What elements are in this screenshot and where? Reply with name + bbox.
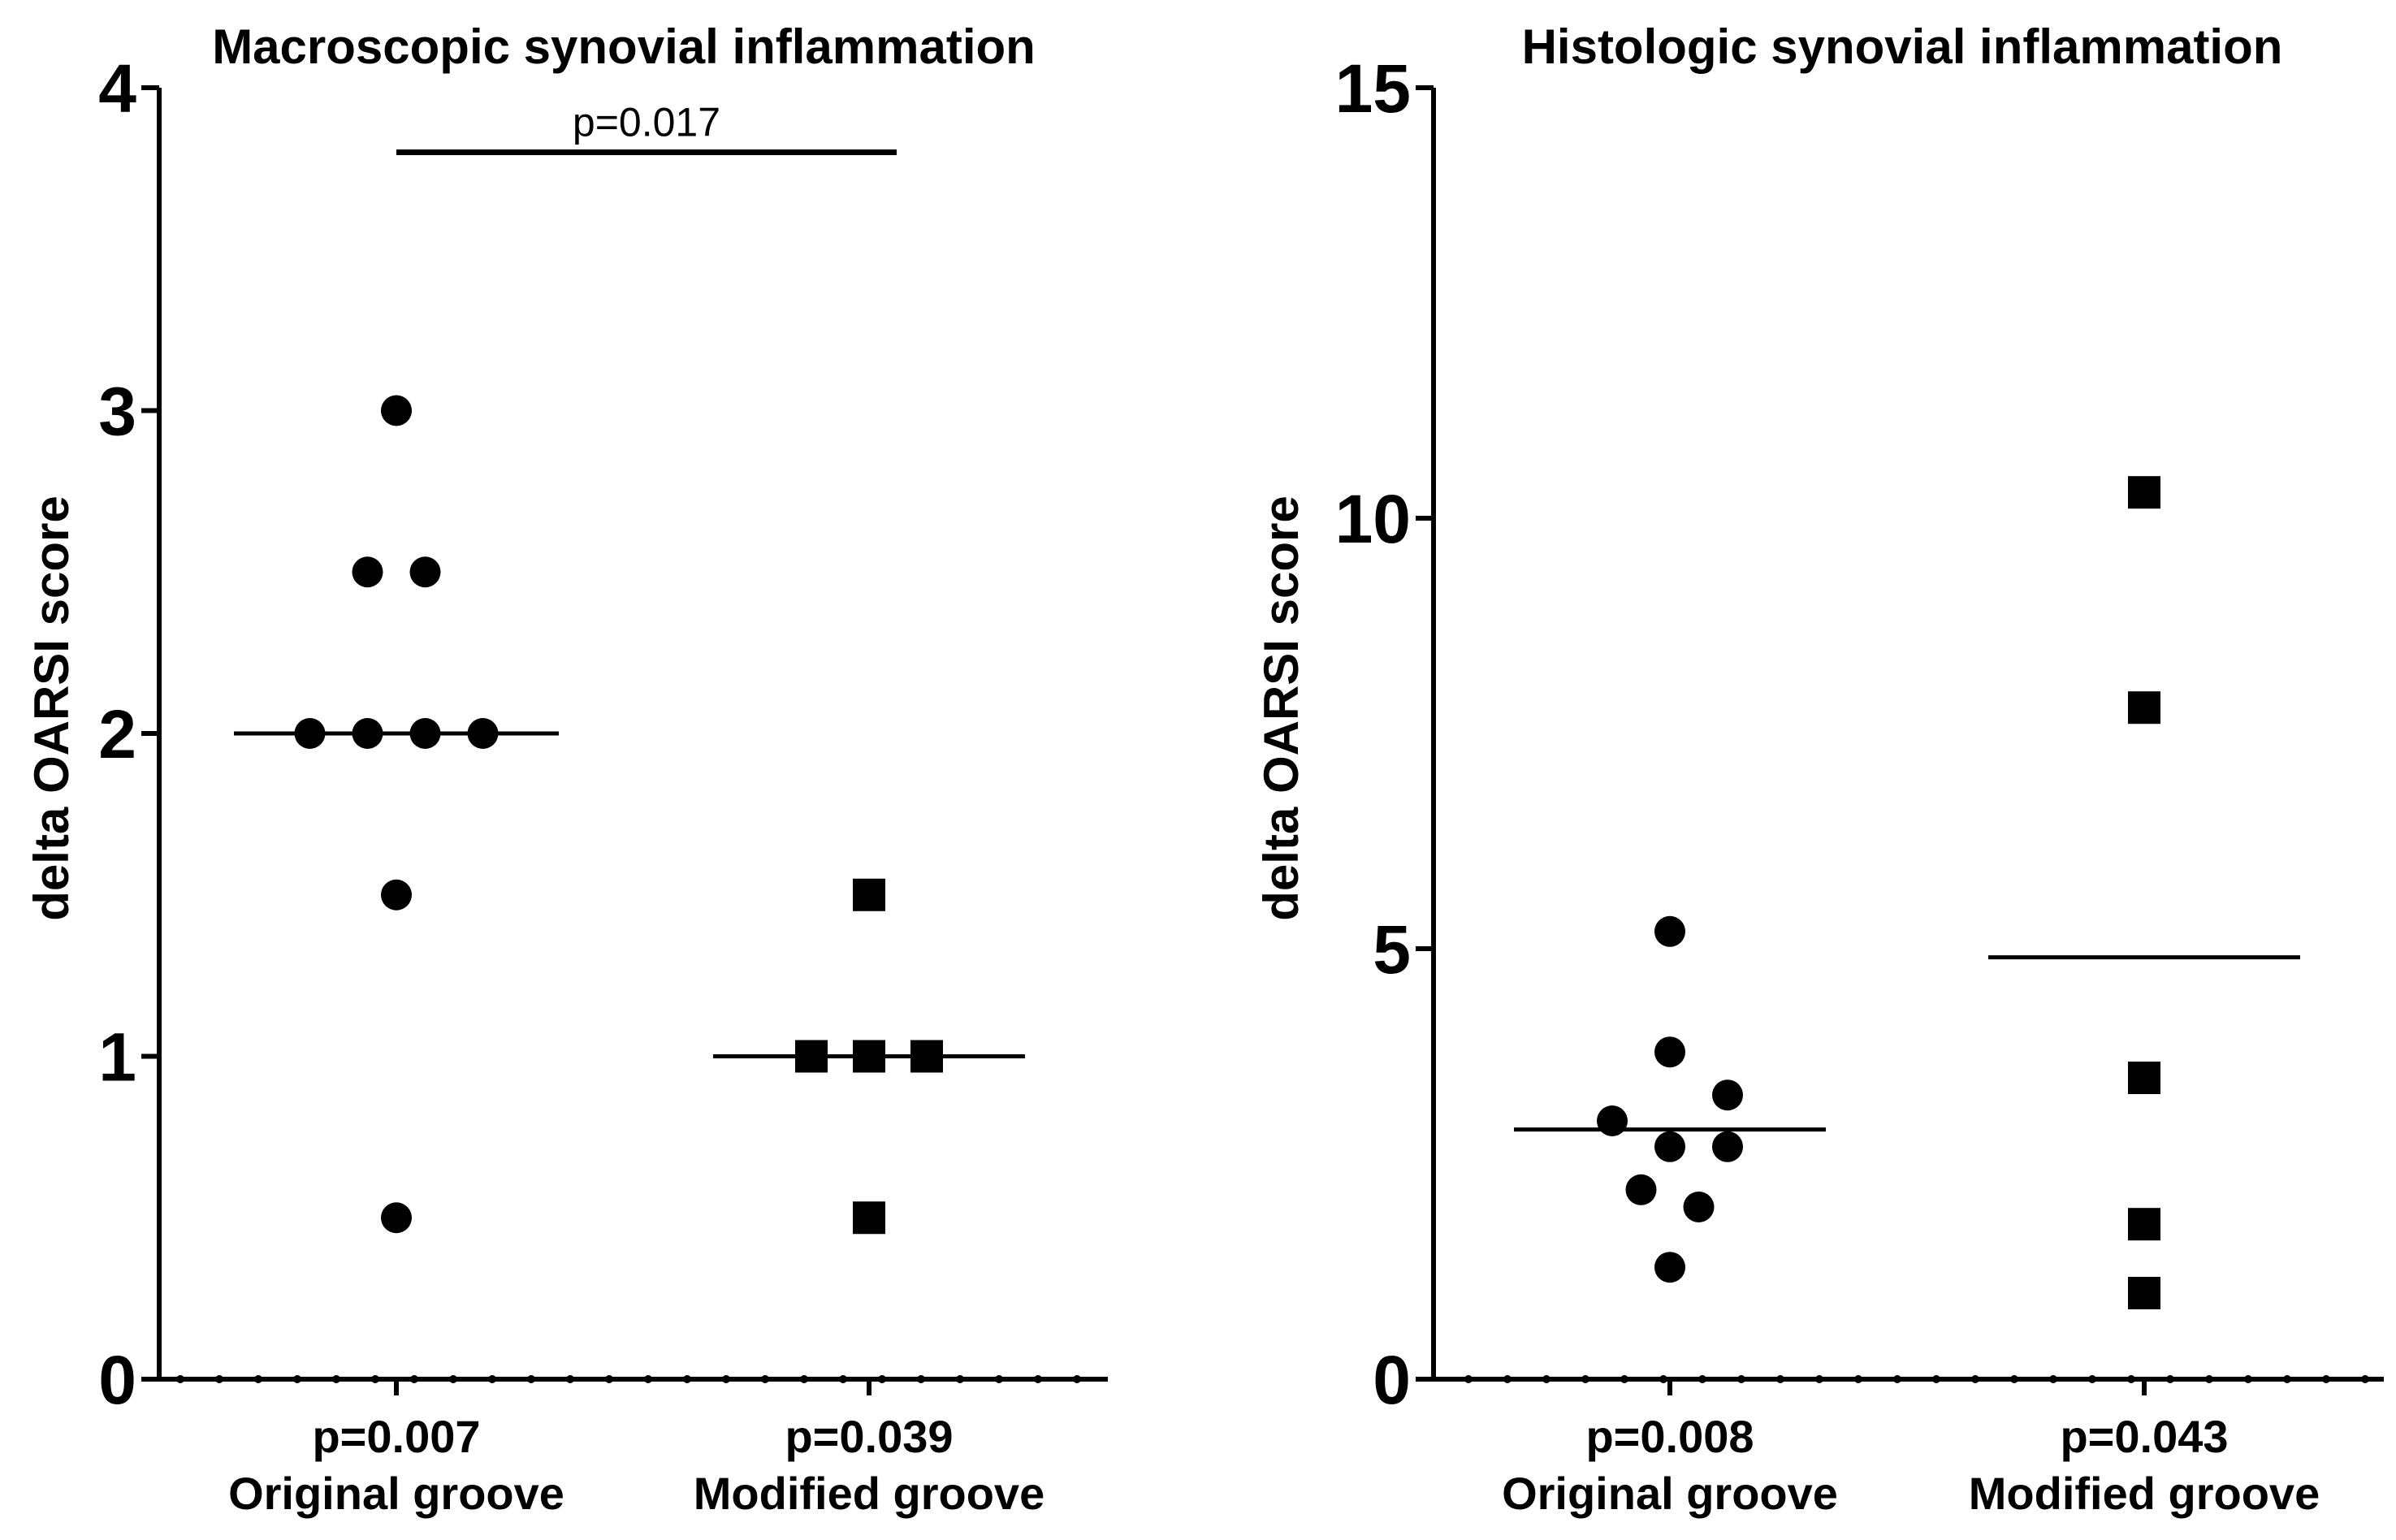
x-label-original: Original groove <box>1502 1468 1838 1519</box>
data-point-circle <box>381 1202 412 1234</box>
x-axis-dot <box>254 1375 262 1383</box>
data-point-circle <box>381 395 412 426</box>
x-axis-dot <box>2088 1375 2096 1383</box>
x-axis-dot <box>1073 1375 1081 1383</box>
x-axis-dot <box>1971 1375 1979 1383</box>
x-axis-dot <box>332 1375 340 1383</box>
data-point-square <box>2128 1062 2160 1094</box>
data-point-square <box>2128 691 2160 725</box>
x-category-labels: p=0.008 Original groove p=0.043 Modified… <box>1502 1411 2320 1519</box>
x-axis-dot <box>2283 1375 2291 1383</box>
y-tick-label: 1 <box>98 1019 136 1096</box>
x-axis-dot <box>1542 1375 1550 1383</box>
data-point-circle <box>409 556 441 588</box>
data-point-square <box>853 878 885 911</box>
x-axis-dot <box>917 1375 925 1383</box>
x-pvalue-original: p=0.008 <box>1585 1411 1754 1462</box>
x-axis-dot <box>2049 1375 2057 1383</box>
x-axis-dot <box>1464 1375 1473 1383</box>
y-tick-label: 0 <box>1373 1342 1411 1418</box>
x-axis-dot <box>1737 1375 1745 1383</box>
x-label-modified: Modified groove <box>694 1468 1044 1519</box>
data-point-square <box>2128 1208 2160 1241</box>
data-point-circle <box>1597 1105 1628 1136</box>
x-axis-dot <box>722 1375 730 1383</box>
data-point-circle <box>1654 1036 1685 1068</box>
x-axis-dot <box>1776 1375 1784 1383</box>
x-axis-dot <box>1659 1375 1667 1383</box>
x-axis-dot <box>566 1375 574 1383</box>
data-point-circle <box>1654 1252 1685 1283</box>
x-axis-dot <box>956 1375 964 1383</box>
y-axis-label: delta OARSI score <box>1254 495 1308 921</box>
x-axis-dot <box>1034 1375 1042 1383</box>
x-pvalue-modified: p=0.039 <box>785 1411 953 1462</box>
panel-title: Macroscopic synovial inflammation <box>212 19 1036 74</box>
x-axis-dot <box>1581 1375 1589 1383</box>
x-axis-dot <box>2322 1375 2330 1383</box>
x-pvalue-modified: p=0.043 <box>2060 1411 2228 1462</box>
y-tick-label: 10 <box>1335 481 1411 557</box>
y-axis-label: delta OARSI score <box>24 495 79 921</box>
comparison-pvalue: p=0.017 <box>573 100 720 145</box>
data-point-square <box>2128 1277 2160 1309</box>
x-axis-dot <box>839 1375 847 1383</box>
x-axis-dot <box>644 1375 652 1383</box>
x-axis-dot <box>1854 1375 1862 1383</box>
x-axis-dot <box>488 1375 496 1383</box>
x-axis-dot <box>293 1375 301 1383</box>
data-point-square <box>853 1201 885 1235</box>
x-axis-dot <box>371 1375 379 1383</box>
x-axis-dot <box>449 1375 457 1383</box>
y-tick-label: 2 <box>98 696 136 772</box>
data-point-circle <box>1654 915 1685 947</box>
x-axis-dot <box>2166 1375 2174 1383</box>
x-axis-dot <box>800 1375 808 1383</box>
data-point-circle <box>1654 1131 1685 1162</box>
panel-histologic: Histologic synovial inflammation delta O… <box>1254 19 2384 1519</box>
data-point-circle <box>1683 1192 1715 1222</box>
x-label-original: Original groove <box>228 1468 564 1519</box>
x-axis-dot <box>1620 1375 1628 1383</box>
x-category-labels: p=0.007 Original groove p=0.039 Modified… <box>228 1411 1044 1519</box>
x-axis-dot <box>2010 1375 2018 1383</box>
x-label-modified: Modified groove <box>1969 1468 2320 1519</box>
x-axis-dot <box>1893 1375 1901 1383</box>
data-point-circle <box>1712 1131 1743 1162</box>
x-axis-dot <box>527 1375 535 1383</box>
x-axis-dot <box>683 1375 691 1383</box>
x-axis-dot <box>761 1375 769 1383</box>
x-axis-dot <box>605 1375 613 1383</box>
x-axis-dot <box>2127 1375 2135 1383</box>
x-axis-dot <box>410 1375 418 1383</box>
data-point-square <box>2128 476 2160 509</box>
x-axis-dot <box>1815 1375 1823 1383</box>
y-tick-label: 5 <box>1373 911 1411 988</box>
panel-macroscopic: Macroscopic synovial inflammation delta … <box>24 19 1108 1519</box>
y-tick-label: 3 <box>98 374 136 450</box>
x-pvalue-original: p=0.007 <box>312 1411 480 1462</box>
x-axis-dot <box>215 1375 223 1383</box>
x-axis-dot <box>2361 1375 2369 1383</box>
panel-title: Histologic synovial inflammation <box>1522 19 2283 74</box>
x-axis-dot <box>1932 1375 1940 1383</box>
y-tick-label: 0 <box>98 1342 136 1418</box>
data-point-circle <box>1712 1079 1743 1111</box>
x-axis-dot <box>995 1375 1003 1383</box>
data-point-circle <box>381 879 412 911</box>
data-point-circle <box>1625 1174 1657 1205</box>
y-tick-label: 4 <box>98 50 136 127</box>
x-axis-dot <box>1503 1375 1512 1383</box>
x-axis-dot <box>176 1375 184 1383</box>
x-axis-dot <box>2244 1375 2252 1383</box>
x-axis-dot <box>2205 1375 2213 1383</box>
x-axis-dot <box>1698 1375 1706 1383</box>
y-tick-label: 15 <box>1335 50 1411 127</box>
data-point-circle <box>352 556 383 588</box>
x-axis-dot <box>878 1375 886 1383</box>
